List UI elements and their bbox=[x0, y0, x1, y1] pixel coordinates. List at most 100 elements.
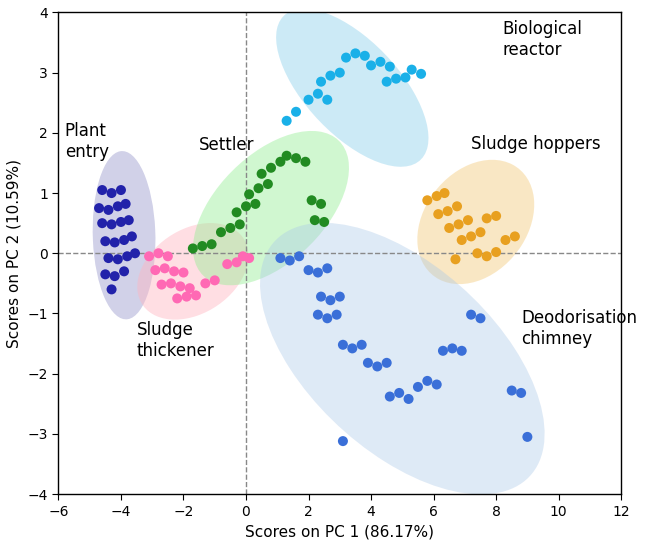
Point bbox=[381, 359, 392, 367]
Point bbox=[253, 184, 264, 193]
Point bbox=[432, 192, 442, 200]
Point bbox=[275, 254, 286, 263]
Point bbox=[191, 291, 201, 300]
Point bbox=[407, 66, 417, 74]
Point bbox=[322, 264, 332, 272]
Point bbox=[466, 310, 476, 319]
Point bbox=[366, 61, 376, 70]
Point bbox=[179, 268, 189, 277]
Point bbox=[200, 279, 211, 288]
Point bbox=[450, 255, 460, 264]
Point bbox=[97, 219, 107, 228]
Text: Biological
reactor: Biological reactor bbox=[502, 20, 582, 59]
Point bbox=[522, 432, 532, 441]
Point bbox=[100, 237, 111, 246]
Point bbox=[447, 344, 458, 353]
Point bbox=[322, 96, 332, 104]
Point bbox=[165, 279, 176, 288]
Point bbox=[120, 199, 131, 208]
Text: Deodorisation
chimney: Deodorisation chimney bbox=[521, 309, 637, 348]
Point bbox=[281, 151, 292, 160]
Point bbox=[475, 228, 486, 236]
Point bbox=[337, 340, 348, 349]
Point bbox=[281, 116, 292, 125]
Point bbox=[175, 282, 186, 290]
Point bbox=[275, 157, 286, 166]
Ellipse shape bbox=[276, 9, 428, 167]
Point bbox=[197, 242, 207, 251]
Point bbox=[160, 264, 170, 272]
Point bbox=[313, 90, 323, 98]
Point bbox=[294, 252, 304, 260]
Point bbox=[316, 292, 326, 301]
Point bbox=[385, 62, 395, 71]
Point bbox=[463, 216, 473, 224]
Text: Settler: Settler bbox=[199, 136, 254, 154]
Point bbox=[263, 180, 273, 188]
Y-axis label: Scores on PC 2 (10.59%): Scores on PC 2 (10.59%) bbox=[7, 159, 22, 348]
Point bbox=[325, 296, 336, 305]
Point bbox=[400, 73, 411, 82]
Point bbox=[156, 280, 167, 289]
Ellipse shape bbox=[417, 160, 534, 284]
Point bbox=[341, 53, 351, 62]
Point bbox=[433, 210, 443, 218]
Point bbox=[325, 72, 336, 80]
Point bbox=[319, 218, 330, 227]
Point bbox=[116, 186, 126, 194]
Point bbox=[391, 74, 402, 83]
Point bbox=[112, 202, 123, 211]
Point bbox=[116, 218, 126, 227]
Point bbox=[491, 211, 502, 220]
Point bbox=[150, 266, 161, 275]
Point bbox=[181, 292, 192, 301]
Point bbox=[335, 292, 345, 301]
Point bbox=[475, 314, 486, 323]
Point bbox=[316, 78, 326, 86]
Point bbox=[356, 340, 367, 349]
Point bbox=[153, 249, 164, 258]
Point bbox=[241, 202, 251, 211]
Point bbox=[109, 272, 120, 281]
Point bbox=[472, 249, 483, 258]
Point bbox=[256, 169, 267, 178]
X-axis label: Scores on PC 1 (86.17%): Scores on PC 1 (86.17%) bbox=[245, 524, 434, 539]
Point bbox=[244, 254, 254, 263]
Ellipse shape bbox=[137, 223, 249, 319]
Point bbox=[332, 310, 342, 319]
Text: Sludge
thickener: Sludge thickener bbox=[137, 321, 215, 360]
Point bbox=[404, 395, 414, 403]
Point bbox=[184, 284, 195, 293]
Point bbox=[347, 344, 358, 353]
Point bbox=[350, 49, 360, 58]
Point bbox=[375, 57, 386, 66]
Point bbox=[491, 248, 502, 257]
Point bbox=[100, 270, 111, 278]
Point bbox=[250, 199, 260, 208]
Point bbox=[291, 108, 301, 116]
Point bbox=[309, 216, 320, 224]
Point bbox=[432, 380, 442, 389]
Point bbox=[235, 220, 245, 229]
Point bbox=[94, 204, 104, 212]
Point bbox=[413, 383, 423, 391]
Point bbox=[363, 359, 373, 367]
Point bbox=[337, 437, 348, 446]
Point bbox=[300, 157, 311, 166]
Point bbox=[112, 255, 123, 264]
Point bbox=[303, 266, 314, 275]
Ellipse shape bbox=[93, 151, 156, 319]
Point bbox=[107, 220, 117, 229]
Point bbox=[127, 232, 137, 241]
Point bbox=[422, 377, 432, 385]
Point bbox=[284, 256, 295, 265]
Point bbox=[316, 199, 326, 208]
Point bbox=[500, 236, 511, 245]
Point bbox=[481, 214, 492, 223]
Point bbox=[313, 310, 323, 319]
Point bbox=[122, 252, 132, 260]
Point bbox=[225, 224, 235, 233]
Point bbox=[456, 236, 467, 245]
Point bbox=[107, 285, 117, 294]
Point bbox=[232, 258, 242, 266]
